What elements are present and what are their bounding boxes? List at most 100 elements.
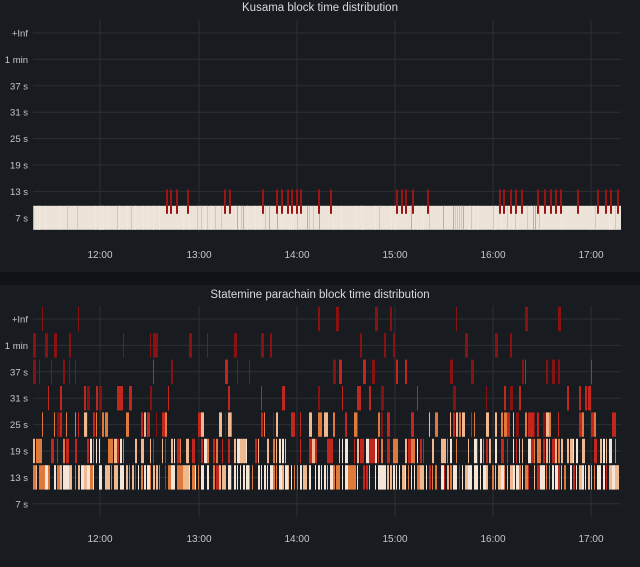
- heatmap-cell: [195, 465, 196, 490]
- heatmap-cell: [582, 465, 584, 490]
- heatmap-cell: [591, 412, 594, 437]
- heatmap-cell: [414, 438, 415, 464]
- heatmap-cell: [381, 438, 383, 464]
- heatmap-cell: [486, 438, 488, 464]
- heatmap-cell: [96, 386, 98, 411]
- heatmap-cell: [597, 189, 599, 214]
- heatmap-cell: [441, 438, 444, 464]
- heatmap-cell: [225, 359, 228, 384]
- heatmap-cell: [375, 306, 378, 332]
- heatmap-cell: [255, 438, 257, 464]
- heatmap-cell: [201, 465, 204, 490]
- heatmap-cell: [107, 205, 108, 230]
- heatmap-cell: [336, 465, 339, 490]
- heatmap-cell: [159, 205, 160, 230]
- heatmap-cell: [379, 205, 380, 230]
- y-bucket-label: +Inf: [12, 315, 28, 326]
- heatmap-cell: [473, 205, 474, 230]
- y-bucket-label: 13 s: [10, 187, 28, 198]
- heatmap-cell: [108, 438, 111, 464]
- heatmap-cell: [168, 465, 171, 490]
- x-tick-label: 14:00: [284, 250, 309, 261]
- heatmap-cell: [366, 438, 369, 464]
- heatmap-cell: [147, 412, 150, 437]
- heatmap-cell: [111, 438, 113, 464]
- x-tick-label: 13:00: [186, 534, 211, 545]
- heatmap-cell: [605, 189, 607, 214]
- heatmap-cell: [276, 189, 278, 214]
- y-bucket-label: +Inf: [12, 29, 28, 40]
- heatmap-cell: [237, 205, 238, 230]
- heatmap-cell: [192, 438, 195, 464]
- heatmap-cell: [564, 465, 566, 490]
- heatmap-cell: [187, 189, 189, 214]
- heatmap-cell: [558, 438, 560, 464]
- heatmap-cell: [413, 205, 414, 230]
- heatmap-cell: [216, 465, 219, 490]
- heatmap-cell: [617, 189, 619, 214]
- heatmap-cell: [561, 205, 562, 230]
- heatmap-cell: [463, 205, 464, 230]
- heatmap-cell: [585, 386, 587, 411]
- heatmap-cell: [408, 465, 409, 490]
- heatmap-cell: [315, 438, 317, 464]
- heatmap-cell: [543, 412, 546, 437]
- heatmap-cell: [239, 205, 240, 230]
- heatmap-cell: [396, 465, 397, 490]
- heatmap-cell: [450, 438, 452, 464]
- heatmap-cell: [615, 438, 616, 464]
- heatmap-cell: [213, 438, 215, 464]
- heatmap-cell: [360, 438, 363, 464]
- heatmap-cell: [144, 412, 146, 437]
- heatmap-cell: [510, 189, 512, 214]
- heatmap-cell: [549, 465, 550, 490]
- heatmap-cell: [375, 205, 376, 230]
- heatmap-cell: [279, 438, 281, 464]
- heatmap-cell: [252, 465, 253, 490]
- heatmap-cell: [462, 412, 465, 437]
- heatmap-cell: [615, 205, 616, 230]
- heatmap-cell: [222, 465, 225, 490]
- heatmap-cell: [393, 333, 395, 358]
- heatmap-cell: [309, 438, 312, 464]
- heatmap-cell: [412, 189, 414, 214]
- statemine-heatmap[interactable]: +Inf 1 min 37 s 31 s 25 s 19 s 13 s 7 s 12:00 13:…: [0, 285, 640, 567]
- heatmap-cell: [417, 465, 420, 490]
- heatmap-cell: [261, 412, 263, 437]
- heatmap-cell: [327, 465, 328, 490]
- heatmap-cell: [171, 465, 174, 490]
- heatmap-cell: [321, 465, 322, 490]
- heatmap-cell: [567, 438, 569, 464]
- heatmap-cell: [318, 386, 320, 411]
- heatmap-cell: [168, 386, 169, 411]
- heatmap-cell: [87, 465, 90, 490]
- heatmap-cell: [480, 465, 481, 490]
- heatmap-cell: [429, 205, 430, 230]
- heatmap-cell: [577, 189, 579, 214]
- heatmap-cell: [423, 205, 424, 230]
- heatmap-cell: [603, 438, 605, 464]
- heatmap-cell: [135, 438, 137, 464]
- heatmap-cell: [87, 412, 88, 437]
- heatmap-cell: [444, 465, 445, 490]
- heatmap-cell: [558, 465, 560, 490]
- heatmap-cell: [315, 465, 316, 490]
- heatmap-cell: [201, 438, 203, 464]
- x-tick-label: 16:00: [480, 534, 505, 545]
- heatmap-cell: [372, 438, 375, 464]
- heatmap-cell: [345, 465, 348, 490]
- heatmap-cell: [333, 359, 336, 384]
- heatmap-cell: [469, 205, 470, 230]
- heatmap-cell: [54, 465, 56, 490]
- heatmap-cell: [360, 333, 362, 358]
- kusama-heatmap[interactable]: +Inf 1 min 37 s 31 s 25 s 19 s 13 s 7 s 12:00 13:…: [0, 0, 640, 272]
- heatmap-cell: [432, 465, 433, 490]
- heatmap-cell: [405, 438, 407, 464]
- heatmap-cell: [237, 359, 238, 384]
- heatmap-cell: [342, 438, 343, 464]
- heatmap-cell: [96, 412, 97, 437]
- heatmap-cell: [501, 465, 504, 490]
- heatmap-cell: [297, 205, 298, 230]
- heatmap-cell: [495, 465, 496, 490]
- heatmap-cell: [123, 465, 124, 490]
